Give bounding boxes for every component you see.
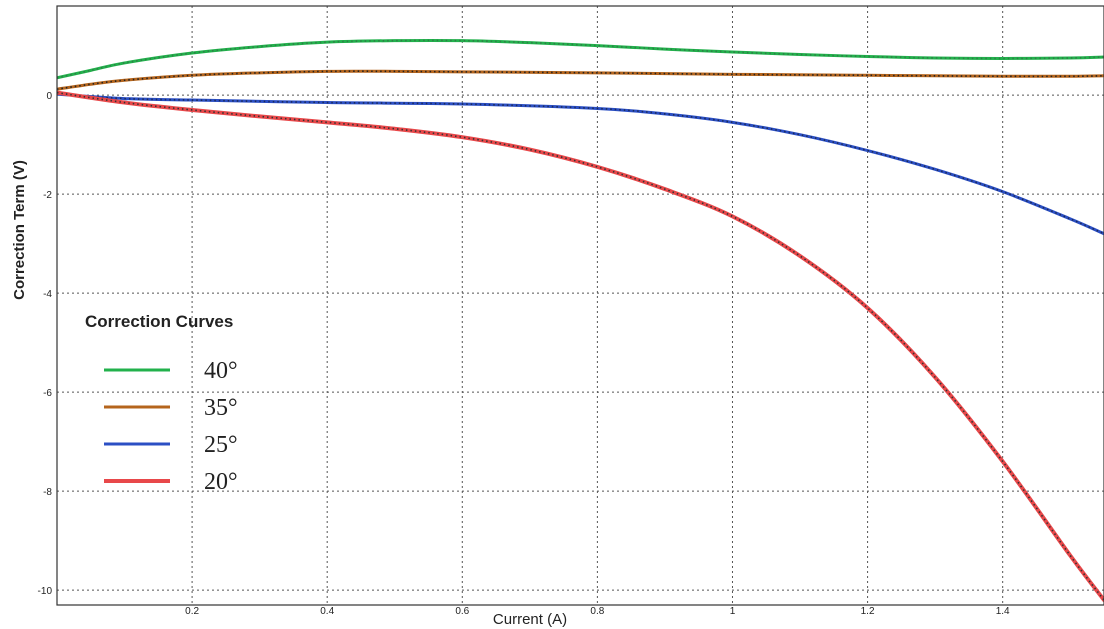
- legend-label-35: 35°: [204, 395, 238, 421]
- x-tick-label: 1.2: [861, 606, 875, 617]
- x-axis-label: Current (A): [493, 611, 567, 628]
- legend-label-25: 25°: [204, 432, 238, 458]
- legend-title: Correction Curves: [85, 312, 233, 331]
- series-fit-35: [57, 70, 1104, 90]
- x-tick-label: 0.6: [455, 606, 469, 617]
- y-tick-label: -4: [43, 289, 52, 300]
- x-axis-ticks: 0.2 0.4 0.6 0.8 1 1.2 1.4: [185, 606, 1010, 617]
- legend-label-40: 40°: [204, 358, 238, 384]
- series-fit-40: [57, 39, 1104, 79]
- series-fit-20: [57, 91, 1104, 601]
- series-fit-25: [57, 93, 1104, 235]
- series-layer: [57, 38, 1104, 603]
- x-tick-label: 0.2: [185, 606, 199, 617]
- x-tick-label: 1.4: [996, 606, 1010, 617]
- plot-frame: [56, 5, 1104, 606]
- legend-items: 40° 35° 25° 20°: [104, 358, 238, 495]
- y-axis-ticks: 0 -2 -4 -6 -8 -10: [38, 91, 53, 597]
- legend-label-20: 20°: [204, 469, 238, 495]
- x-tick-label: 0.4: [320, 606, 334, 617]
- y-tick-label: -2: [43, 190, 52, 201]
- y-tick-label: -10: [38, 586, 53, 597]
- x-tick-label: 1: [730, 606, 736, 617]
- y-tick-label: 0: [46, 91, 52, 102]
- legend: Correction Curves 40° 35° 25° 20°: [85, 312, 238, 495]
- y-tick-label: -8: [43, 487, 52, 498]
- x-tick-label: 0.8: [590, 606, 604, 617]
- y-tick-label: -6: [43, 388, 52, 399]
- y-axis-label: Correction Term (V): [11, 160, 28, 300]
- plot-background: [57, 6, 1104, 605]
